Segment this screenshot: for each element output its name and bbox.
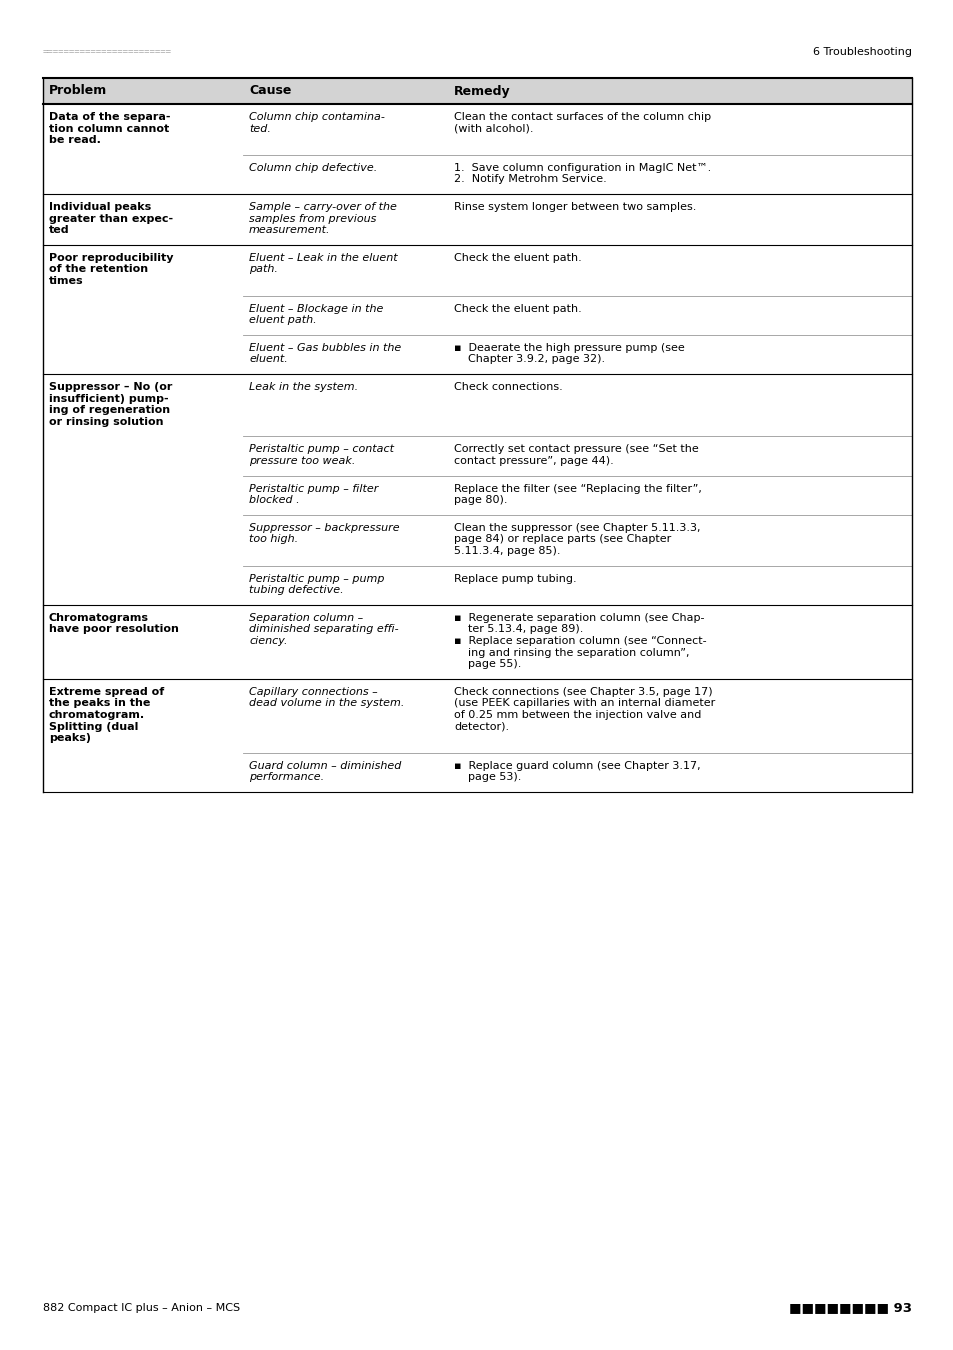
Text: page 80).: page 80). <box>454 495 507 505</box>
Text: ter 5.13.4, page 89).: ter 5.13.4, page 89). <box>454 625 583 634</box>
Text: of the retention: of the retention <box>49 265 148 274</box>
Text: eluent.: eluent. <box>249 355 288 364</box>
Text: Column chip contamina-: Column chip contamina- <box>249 112 384 122</box>
Text: Data of the separa-: Data of the separa- <box>49 112 171 122</box>
Bar <box>43 78 911 104</box>
Text: Peristaltic pump – pump: Peristaltic pump – pump <box>249 574 384 583</box>
Text: Eluent – Leak in the eluent: Eluent – Leak in the eluent <box>249 252 397 263</box>
Text: Individual peaks: Individual peaks <box>49 202 152 212</box>
Text: chromatogram.: chromatogram. <box>49 710 145 720</box>
Text: dead volume in the system.: dead volume in the system. <box>249 698 404 709</box>
Text: ========================: ======================== <box>43 47 172 57</box>
Text: 882 Compact IC plus – Anion – MCS: 882 Compact IC plus – Anion – MCS <box>43 1303 240 1314</box>
Text: ing of regeneration: ing of regeneration <box>49 405 170 416</box>
Text: Sample – carry-over of the: Sample – carry-over of the <box>249 202 396 212</box>
Text: Chromatograms: Chromatograms <box>49 613 149 622</box>
Text: Correctly set contact pressure (see “Set the: Correctly set contact pressure (see “Set… <box>454 444 698 455</box>
Text: greater than expec-: greater than expec- <box>49 213 172 224</box>
Text: page 53).: page 53). <box>454 772 521 783</box>
Text: (use PEEK capillaries with an internal diameter: (use PEEK capillaries with an internal d… <box>454 698 715 709</box>
Text: 1.  Save column configuration in MagIC Net™.: 1. Save column configuration in MagIC Ne… <box>454 163 711 173</box>
Text: Clean the suppressor (see Chapter 5.11.3.3,: Clean the suppressor (see Chapter 5.11.3… <box>454 522 700 533</box>
Text: ing and rinsing the separation column”,: ing and rinsing the separation column”, <box>454 648 689 657</box>
Text: Replace the filter (see “Replacing the filter”,: Replace the filter (see “Replacing the f… <box>454 483 701 494</box>
Text: measurement.: measurement. <box>249 225 330 235</box>
Text: ▪  Deaerate the high pressure pump (see: ▪ Deaerate the high pressure pump (see <box>454 343 684 352</box>
Text: Peristaltic pump – filter: Peristaltic pump – filter <box>249 483 378 494</box>
Text: Problem: Problem <box>49 85 107 97</box>
Text: Eluent – Blockage in the: Eluent – Blockage in the <box>249 304 383 313</box>
Text: Splitting (dual: Splitting (dual <box>49 722 138 732</box>
Text: ▪  Replace separation column (see “Connect-: ▪ Replace separation column (see “Connec… <box>454 636 706 647</box>
Text: page 55).: page 55). <box>454 659 521 670</box>
Text: insufficient) pump-: insufficient) pump- <box>49 394 169 404</box>
Text: of 0.25 mm between the injection valve and: of 0.25 mm between the injection valve a… <box>454 710 700 720</box>
Text: Column chip defective.: Column chip defective. <box>249 163 376 173</box>
Text: 5.11.3.4, page 85).: 5.11.3.4, page 85). <box>454 545 560 556</box>
Text: eluent path.: eluent path. <box>249 315 316 325</box>
Text: have poor resolution: have poor resolution <box>49 625 179 634</box>
Text: Replace pump tubing.: Replace pump tubing. <box>454 574 576 583</box>
Text: performance.: performance. <box>249 772 324 783</box>
Text: (with alcohol).: (with alcohol). <box>454 124 533 134</box>
Text: ciency.: ciency. <box>249 636 287 647</box>
Text: page 84) or replace parts (see Chapter: page 84) or replace parts (see Chapter <box>454 535 671 544</box>
Text: ted: ted <box>49 225 70 235</box>
Text: Remedy: Remedy <box>454 85 510 97</box>
Text: Cause: Cause <box>249 85 291 97</box>
Text: ▪  Regenerate separation column (see Chap-: ▪ Regenerate separation column (see Chap… <box>454 613 703 622</box>
Text: Capillary connections –: Capillary connections – <box>249 687 377 697</box>
Text: times: times <box>49 275 84 286</box>
Text: Eluent – Gas bubbles in the: Eluent – Gas bubbles in the <box>249 343 401 352</box>
Text: Leak in the system.: Leak in the system. <box>249 382 357 391</box>
Text: ▪  Replace guard column (see Chapter 3.17,: ▪ Replace guard column (see Chapter 3.17… <box>454 761 700 771</box>
Text: Peristaltic pump – contact: Peristaltic pump – contact <box>249 444 394 455</box>
Text: Extreme spread of: Extreme spread of <box>49 687 164 697</box>
Text: the peaks in the: the peaks in the <box>49 698 151 709</box>
Text: detector).: detector). <box>454 722 509 732</box>
Text: Clean the contact surfaces of the column chip: Clean the contact surfaces of the column… <box>454 112 710 122</box>
Text: samples from previous: samples from previous <box>249 213 376 224</box>
Text: diminished separating effi-: diminished separating effi- <box>249 625 398 634</box>
Text: Rinse system longer between two samples.: Rinse system longer between two samples. <box>454 202 696 212</box>
Text: tion column cannot: tion column cannot <box>49 124 169 134</box>
Text: Check the eluent path.: Check the eluent path. <box>454 252 581 263</box>
Text: Check the eluent path.: Check the eluent path. <box>454 304 581 313</box>
Text: 2.  Notify Metrohm Service.: 2. Notify Metrohm Service. <box>454 174 606 185</box>
Text: Chapter 3.9.2, page 32).: Chapter 3.9.2, page 32). <box>454 355 604 364</box>
Text: Guard column – diminished: Guard column – diminished <box>249 761 401 771</box>
Text: Suppressor – No (or: Suppressor – No (or <box>49 382 172 391</box>
Text: ted.: ted. <box>249 124 271 134</box>
Text: blocked .: blocked . <box>249 495 299 505</box>
Text: too high.: too high. <box>249 535 297 544</box>
Text: ■■■■■■■■ 93: ■■■■■■■■ 93 <box>788 1301 911 1315</box>
Text: Check connections.: Check connections. <box>454 382 562 391</box>
Text: pressure too weak.: pressure too weak. <box>249 456 355 466</box>
Text: be read.: be read. <box>49 135 101 146</box>
Text: Suppressor – backpressure: Suppressor – backpressure <box>249 522 399 533</box>
Text: Check connections (see Chapter 3.5, page 17): Check connections (see Chapter 3.5, page… <box>454 687 712 697</box>
Text: 6 Troubleshooting: 6 Troubleshooting <box>812 47 911 57</box>
Text: tubing defective.: tubing defective. <box>249 585 343 595</box>
Text: Poor reproducibility: Poor reproducibility <box>49 252 173 263</box>
Text: path.: path. <box>249 265 277 274</box>
Text: contact pressure”, page 44).: contact pressure”, page 44). <box>454 456 613 466</box>
Text: peaks): peaks) <box>49 733 91 744</box>
Text: or rinsing solution: or rinsing solution <box>49 417 163 427</box>
Text: Separation column –: Separation column – <box>249 613 363 622</box>
